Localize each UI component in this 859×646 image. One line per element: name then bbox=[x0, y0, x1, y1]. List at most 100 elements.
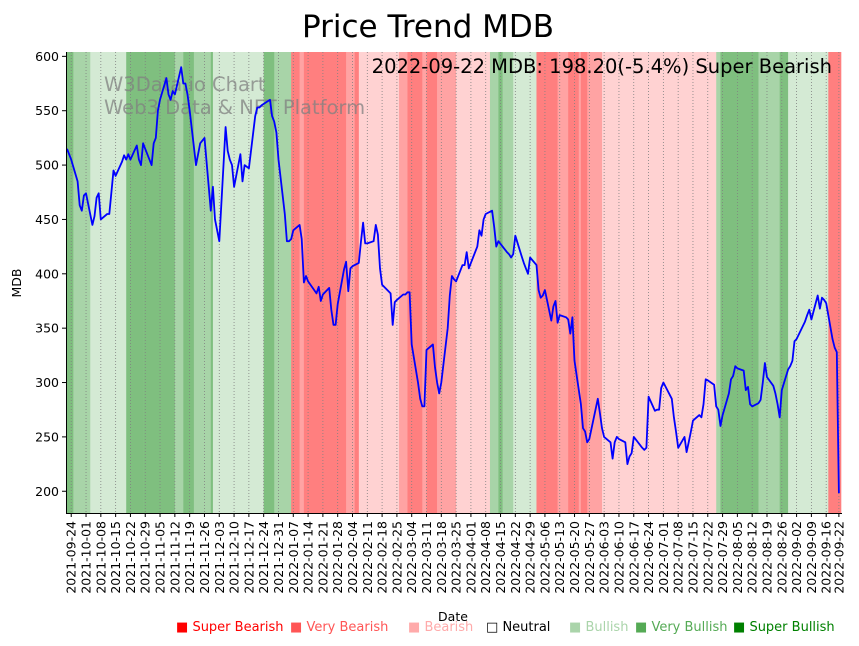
x-tick-label: 2022-09-09 bbox=[804, 521, 819, 594]
legend-super-bullish: ■ Super Bullish bbox=[733, 620, 835, 635]
band-super-bullish bbox=[183, 52, 195, 513]
sentiment-bands bbox=[67, 52, 842, 513]
band-super-bearish bbox=[291, 52, 300, 513]
x-tick-label: 2022-04-01 bbox=[463, 521, 478, 594]
legend-swatch-icon: ■ bbox=[733, 620, 746, 635]
band-very-bearish bbox=[578, 52, 582, 513]
legend-swatch-icon: □ bbox=[486, 620, 499, 635]
watermark-line-2: Web3 Data & NFT Platform bbox=[104, 96, 365, 119]
band-bearish bbox=[602, 52, 717, 513]
band-bullish bbox=[788, 52, 829, 513]
x-tick-label: 2021-11-12 bbox=[167, 521, 182, 594]
band-super-bullish bbox=[126, 52, 144, 513]
band-bullish bbox=[513, 52, 537, 513]
x-tick-label: 2022-08-05 bbox=[730, 521, 745, 594]
x-tick-label: 2022-05-20 bbox=[567, 521, 582, 594]
y-tick-label: 300 bbox=[35, 375, 59, 390]
band-very-bullish bbox=[502, 52, 514, 513]
band-super-bearish bbox=[828, 52, 842, 513]
band-very-bullish bbox=[274, 52, 292, 513]
band-super-bullish bbox=[263, 52, 275, 513]
y-tick-label: 200 bbox=[35, 484, 59, 499]
y-tick-label: 400 bbox=[35, 266, 59, 281]
x-tick-label: 2022-04-08 bbox=[478, 521, 493, 594]
vertical-gridlines bbox=[70, 52, 840, 513]
y-tick-label: 350 bbox=[35, 321, 59, 336]
y-tick-label: 550 bbox=[35, 103, 59, 118]
legend-swatch-icon: ■ bbox=[176, 620, 189, 635]
x-tick-label: 2022-05-27 bbox=[582, 521, 597, 594]
legend-label: Bullish bbox=[585, 620, 629, 635]
x-tick-label: 2021-11-19 bbox=[182, 521, 197, 594]
y-ticks: 200 250 300 350 400 450 500 550 600 bbox=[35, 49, 67, 499]
band-very-bearish bbox=[587, 52, 603, 513]
x-tick-label: 2022-05-13 bbox=[552, 521, 567, 594]
band-super-bearish bbox=[303, 52, 347, 513]
x-tick-label: 2022-03-18 bbox=[434, 521, 449, 594]
x-tick-label: 2022-08-19 bbox=[759, 521, 774, 594]
band-super-bearish bbox=[536, 52, 558, 513]
legend-bearish: ■ Bearish bbox=[408, 620, 473, 635]
band-very-bullish bbox=[193, 52, 212, 513]
band-bearish bbox=[358, 52, 400, 513]
x-tick-label: 2022-07-22 bbox=[700, 521, 715, 594]
band-super-bearish bbox=[568, 52, 580, 513]
band-very-bearish bbox=[557, 52, 569, 513]
chart-title: Price Trend MDB bbox=[302, 9, 554, 45]
legend-very-bearish: ■ Very Bearish bbox=[290, 620, 388, 635]
x-tick-label: 2022-01-07 bbox=[286, 521, 301, 594]
y-tick-label: 500 bbox=[35, 158, 59, 173]
band-very-bearish bbox=[346, 52, 355, 513]
y-axis-label: MDB bbox=[9, 269, 24, 298]
x-tick-label: 2021-12-03 bbox=[212, 521, 227, 594]
legend-label: Super Bearish bbox=[192, 620, 284, 635]
band-very-bullish bbox=[758, 52, 780, 513]
y-tick-label: 450 bbox=[35, 212, 59, 227]
band-bearish bbox=[456, 52, 491, 513]
band-super-bullish bbox=[498, 52, 503, 513]
legend-swatch-icon: ■ bbox=[408, 620, 421, 635]
band-very-bullish bbox=[716, 52, 721, 513]
x-tick-label: 2022-04-22 bbox=[508, 521, 523, 594]
legend-label: Neutral bbox=[502, 620, 551, 635]
x-tick-label: 2022-02-04 bbox=[345, 521, 360, 594]
x-tick-label: 2022-02-18 bbox=[375, 521, 390, 594]
band-super-bearish bbox=[426, 52, 438, 513]
x-tick-label: 2021-10-29 bbox=[138, 521, 153, 594]
x-tick-label: 2022-01-14 bbox=[301, 521, 316, 594]
band-super-bullish bbox=[720, 52, 759, 513]
legend-bullish: ■ Bullish bbox=[569, 620, 628, 635]
y-tick-label: 600 bbox=[35, 49, 59, 64]
y-tick-label: 250 bbox=[35, 429, 59, 444]
x-tick-label: 2021-10-15 bbox=[108, 521, 123, 594]
x-tick-label: 2022-07-01 bbox=[656, 521, 671, 594]
band-super-bullish bbox=[143, 52, 176, 513]
x-tick-label: 2022-04-29 bbox=[523, 521, 538, 594]
legend-label: Super Bullish bbox=[749, 620, 835, 635]
x-tick-label: 2022-07-15 bbox=[685, 521, 700, 594]
x-tick-label: 2022-09-02 bbox=[789, 521, 804, 594]
legend-label: Very Bullish bbox=[651, 620, 728, 635]
band-very-bearish bbox=[437, 52, 457, 513]
x-tick-label: 2021-10-01 bbox=[79, 521, 94, 594]
legend-label: Bearish bbox=[424, 620, 474, 635]
x-tick-label: 2021-09-24 bbox=[64, 521, 79, 594]
x-ticks: 2021-09-24 2021-10-01 2021-10-08 2021-10-15… bbox=[64, 513, 846, 594]
x-tick-label: 2022-03-04 bbox=[404, 521, 419, 594]
band-super-bearish bbox=[407, 52, 423, 513]
x-tick-label: 2021-12-10 bbox=[227, 521, 242, 594]
band-very-bullish bbox=[489, 52, 499, 513]
legend-very-bullish: ■ Very Bullish bbox=[635, 620, 728, 635]
x-tick-label: 2021-12-31 bbox=[271, 521, 286, 594]
band-very-bullish bbox=[174, 52, 184, 513]
band-super-bearish bbox=[354, 52, 360, 513]
price-line-mdb bbox=[66, 66, 840, 494]
band-very-bearish bbox=[399, 52, 408, 513]
x-tick-label: 2022-02-11 bbox=[360, 521, 375, 594]
legend-swatch-icon: ■ bbox=[635, 620, 648, 635]
x-axis-label: Date bbox=[438, 609, 468, 624]
legend-neutral: □ Neutral bbox=[486, 620, 550, 635]
legend-super-bearish: ■ Super Bearish bbox=[176, 620, 284, 635]
x-tick-label: 2022-02-25 bbox=[389, 521, 404, 594]
